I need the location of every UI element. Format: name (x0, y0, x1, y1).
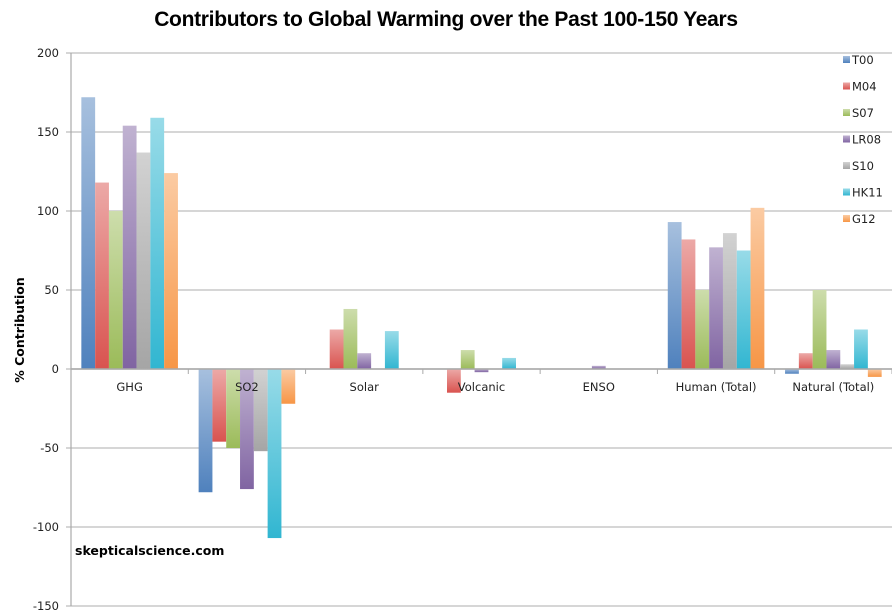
bar-lr08-enso (591, 365, 606, 369)
bar-m04-solar (329, 329, 344, 369)
bar-s10-human-total- (722, 233, 737, 369)
legend-swatch (843, 162, 850, 169)
bar-g12-natural-total- (867, 369, 882, 377)
legend: T00 M04 S07 LR08 S10 HK11 G12 (843, 53, 883, 226)
y-tick-label: -100 (33, 520, 59, 534)
legend-swatch (843, 82, 850, 90)
chart-title: Contributors to Global Warming over the … (154, 8, 738, 31)
legend-label: S07 (852, 106, 874, 120)
legend-swatch (843, 56, 850, 63)
gridlines (66, 52, 892, 607)
bar-s07-solar (343, 308, 358, 369)
bar-m04-ghg (95, 182, 109, 369)
bar-hk11-human-total- (736, 250, 751, 369)
category-label: GHG (116, 380, 142, 394)
y-tick-label: 0 (52, 362, 59, 376)
bar-hk11-ghg (150, 117, 165, 369)
bar-hk11-solar (384, 331, 399, 369)
bar-s07-human-total- (695, 290, 710, 369)
bar-hk11-volcanic (502, 357, 516, 369)
bar-s07-volcanic (460, 350, 475, 369)
x-axis-categories: GHG SO2 Solar Volcanic ENSO Human (Total) Natu… (116, 380, 874, 394)
legend-swatch (843, 188, 850, 196)
watermark: skepticalscience.com (75, 543, 225, 558)
y-tick-label: 150 (37, 125, 59, 139)
bar-t00-ghg (81, 97, 96, 370)
bar-lr08-volcanic (474, 369, 489, 373)
bar-lr08-natural-total- (826, 350, 841, 369)
bar-g12-human-total- (750, 207, 765, 369)
bar-t00-natural-total- (785, 369, 799, 374)
legend-swatch (843, 109, 850, 116)
bar-hk11-so2 (267, 369, 282, 539)
bars (81, 97, 882, 539)
bar-s07-so2 (226, 369, 241, 448)
bar-m04-volcanic (447, 369, 461, 393)
bar-m04-so2 (212, 369, 227, 442)
legend-label: T00 (851, 53, 874, 67)
category-label: Human (Total) (676, 380, 757, 394)
bar-s10-ghg (136, 152, 151, 369)
bar-g12-so2 (281, 369, 296, 404)
bar-m04-human-total- (681, 239, 696, 369)
legend-label: M04 (852, 80, 877, 94)
y-axis-label: % Contribution (12, 277, 27, 383)
category-label: Volcanic (458, 380, 505, 394)
y-tick-label: 200 (37, 46, 59, 60)
bar-lr08-ghg (122, 125, 137, 370)
legend-swatch (843, 135, 850, 143)
bar-t00-human-total- (667, 222, 682, 369)
bar-s10-so2 (253, 369, 268, 452)
legend-label: HK11 (852, 186, 883, 200)
y-tick-label: -50 (40, 441, 59, 455)
bar-lr08-so2 (240, 369, 254, 490)
legend-label: G12 (852, 212, 876, 226)
category-label: ENSO (583, 380, 615, 394)
bar-s07-ghg (108, 211, 123, 369)
bar-hk11-natural-total- (854, 329, 868, 369)
y-tick-label: 100 (37, 204, 59, 218)
category-label: SO2 (235, 380, 259, 394)
category-label: Natural (Total) (792, 380, 874, 394)
bar-g12-ghg (164, 173, 178, 369)
category-label: Solar (350, 380, 380, 394)
y-tick-label: -150 (33, 599, 59, 613)
bar-lr08-solar (357, 353, 372, 369)
bar-m04-natural-total- (798, 353, 813, 369)
legend-label: LR08 (852, 133, 881, 147)
axes (70, 53, 892, 606)
legend-label: S10 (852, 159, 874, 173)
legend-swatch (843, 215, 850, 222)
y-axis-ticks: 200 150 100 50 0 -50 -100 -150 (33, 46, 59, 613)
bar-s07-natural-total- (812, 290, 827, 369)
bar-s10-natural-total- (840, 364, 855, 369)
bar-t00-so2 (198, 369, 213, 493)
y-tick-label: 50 (44, 283, 59, 297)
bar-lr08-human-total- (709, 247, 723, 369)
